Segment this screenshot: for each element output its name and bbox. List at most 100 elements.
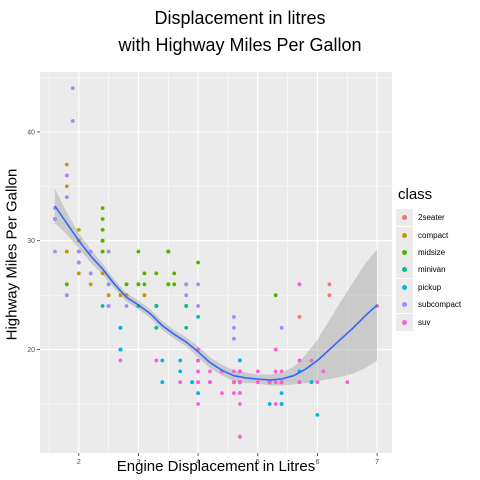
point-pickup [178, 358, 183, 363]
point-subcompact [232, 336, 236, 341]
point-subcompact [88, 271, 93, 276]
point-suv [232, 380, 236, 385]
point-pickup [279, 402, 284, 406]
legend-item-2seater: 2seater [396, 209, 461, 227]
legend-swatch [402, 232, 407, 238]
legend-key [396, 209, 413, 227]
point-midsize [100, 217, 105, 221]
point-subcompact [106, 249, 111, 254]
chart-title: Displacement in litres [154, 8, 326, 28]
point-subcompact [88, 249, 93, 254]
point-midsize [142, 271, 147, 276]
point-midsize [154, 271, 159, 276]
point-2seater [327, 293, 332, 298]
point-subcompact [196, 282, 201, 287]
point-subcompact [64, 195, 69, 200]
legend-item-pickup: pickup [396, 278, 461, 296]
grid-minor [40, 72, 392, 453]
point-pickup [196, 391, 201, 395]
point-subcompact [64, 173, 69, 178]
point-suv [345, 380, 350, 385]
point-compact [100, 271, 105, 276]
point-midsize [166, 282, 171, 287]
point-subcompact [232, 325, 236, 330]
point-suv [238, 380, 242, 385]
point-minivan [100, 304, 105, 308]
point-suv [232, 369, 236, 374]
legend-key [396, 296, 413, 314]
point-compact [106, 293, 111, 298]
legend-item-subcompact: subcompact [396, 296, 461, 314]
legend-swatch [402, 215, 407, 221]
chart-subtitle: with Highway Miles Per Gallon [118, 35, 362, 55]
legend-item-compact: compact [396, 226, 461, 244]
point-suv [273, 380, 278, 385]
point-midsize [172, 271, 177, 276]
point-suv [309, 358, 314, 363]
x-tick-label: 6 [315, 459, 319, 466]
point-suv [255, 369, 260, 374]
point-2seater [327, 282, 332, 287]
legend: class 2seater compact midsize minivan pickup… [396, 186, 461, 331]
legend-item-suv: suv [396, 313, 461, 331]
y-axis-ticks: 20 30 40 [27, 129, 40, 354]
point-minivan [154, 304, 159, 308]
point-suv [273, 402, 278, 406]
legend-item-minivan: minivan [396, 261, 461, 279]
point-subcompact [76, 260, 81, 265]
legend-title: class [398, 186, 433, 203]
point-pickup [315, 413, 320, 417]
x-tick-label: 5 [256, 459, 260, 466]
point-subcompact [70, 119, 75, 123]
point-suv [196, 402, 201, 406]
point-suv [196, 358, 201, 363]
y-tick-label: 40 [27, 129, 35, 136]
point-pickup [190, 380, 195, 385]
point-suv [279, 380, 284, 385]
x-tick-label: 3 [136, 459, 140, 466]
legend-label: pickup [418, 282, 442, 292]
point-suv [297, 282, 302, 287]
point-suv [297, 358, 302, 363]
legend-key [396, 313, 413, 331]
point-2seater [297, 315, 302, 319]
point-suv [238, 402, 242, 406]
point-midsize [273, 293, 278, 298]
point-compact [64, 162, 69, 167]
point-subcompact [196, 304, 201, 308]
point-midsize [196, 260, 201, 265]
y-tick-label: 20 [27, 347, 35, 354]
legend-key [396, 278, 413, 296]
y-axis-label: Highway Miles Per Gallon [3, 168, 21, 341]
legend-swatch [402, 319, 407, 325]
plot-panel [40, 72, 392, 453]
point-subcompact [106, 304, 111, 308]
point-minivan [154, 325, 159, 330]
confidence-band [54, 188, 378, 386]
legend-swatch [402, 302, 407, 308]
point-midsize [100, 238, 105, 243]
point-subcompact [53, 217, 57, 221]
point-suv [273, 347, 278, 352]
point-midsize [136, 282, 141, 287]
point-pickup [178, 369, 183, 374]
point-suv [321, 369, 326, 374]
point-subcompact [279, 325, 284, 330]
legend-item-midsize: midsize [396, 243, 461, 261]
point-suv [273, 369, 278, 374]
x-axis-label: Engine Displacement in Litres [116, 458, 316, 475]
scatter-points [53, 86, 379, 439]
legend-swatch [402, 284, 407, 290]
x-tick-label: 7 [375, 459, 379, 466]
point-pickup [238, 358, 242, 363]
legend-items: 2seater compact midsize minivan pickup subcom… [396, 209, 461, 331]
x-tick-label: 4 [196, 459, 200, 466]
point-minivan [184, 325, 189, 330]
point-compact [76, 227, 81, 232]
point-suv [267, 380, 272, 385]
point-pickup [267, 402, 272, 406]
point-subcompact [124, 304, 129, 308]
point-subcompact [106, 282, 111, 287]
point-pickup [160, 358, 165, 363]
